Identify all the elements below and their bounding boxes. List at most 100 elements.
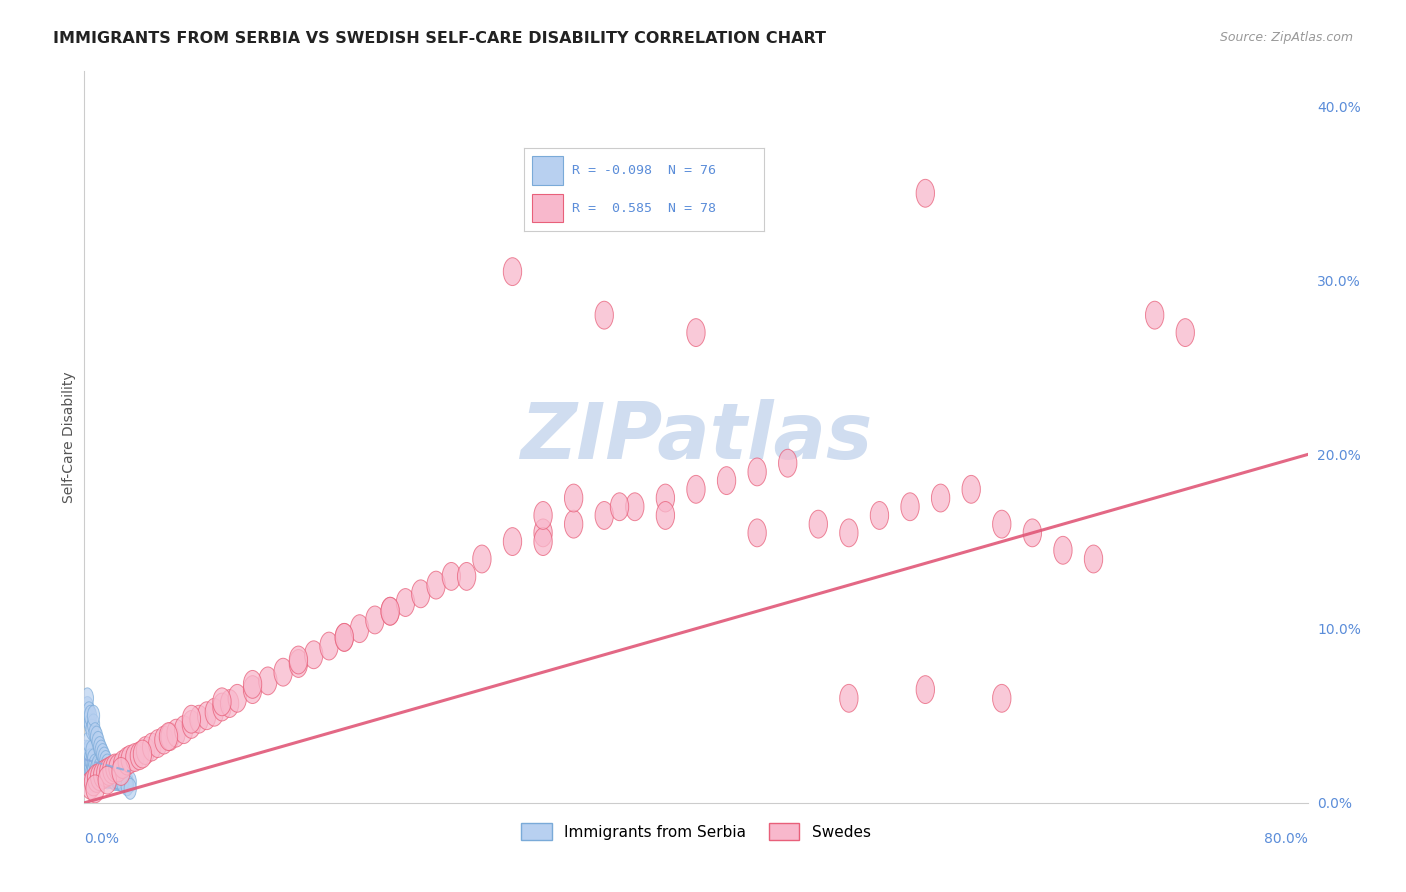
Ellipse shape	[779, 450, 797, 477]
Ellipse shape	[84, 768, 103, 796]
Ellipse shape	[96, 766, 107, 787]
Ellipse shape	[101, 768, 114, 789]
Ellipse shape	[657, 484, 675, 512]
Ellipse shape	[86, 719, 98, 740]
Ellipse shape	[205, 698, 224, 726]
Ellipse shape	[190, 706, 208, 733]
Ellipse shape	[1175, 318, 1195, 346]
Ellipse shape	[149, 730, 167, 757]
Text: IMMIGRANTS FROM SERBIA VS SWEDISH SELF-CARE DISABILITY CORRELATION CHART: IMMIGRANTS FROM SERBIA VS SWEDISH SELF-C…	[53, 31, 827, 46]
Ellipse shape	[82, 697, 94, 717]
Ellipse shape	[97, 744, 108, 764]
Ellipse shape	[412, 580, 430, 607]
Ellipse shape	[105, 754, 124, 782]
Text: 80.0%: 80.0%	[1264, 832, 1308, 846]
Ellipse shape	[1053, 536, 1073, 565]
Ellipse shape	[114, 750, 132, 779]
Ellipse shape	[115, 770, 127, 790]
Ellipse shape	[94, 737, 105, 757]
Ellipse shape	[91, 731, 104, 752]
Ellipse shape	[335, 624, 353, 651]
Ellipse shape	[83, 740, 96, 761]
Ellipse shape	[112, 757, 131, 785]
Ellipse shape	[121, 746, 139, 773]
Ellipse shape	[503, 258, 522, 285]
Ellipse shape	[917, 179, 935, 207]
Ellipse shape	[91, 754, 104, 775]
Ellipse shape	[103, 756, 121, 784]
Ellipse shape	[89, 754, 101, 775]
Ellipse shape	[142, 733, 160, 761]
Ellipse shape	[134, 740, 152, 768]
Bar	[531, 156, 562, 185]
Ellipse shape	[89, 766, 101, 787]
Bar	[531, 194, 562, 222]
Ellipse shape	[108, 764, 121, 785]
Ellipse shape	[396, 589, 415, 616]
Ellipse shape	[228, 684, 246, 712]
Ellipse shape	[94, 766, 105, 787]
Ellipse shape	[80, 757, 91, 779]
Ellipse shape	[366, 606, 384, 634]
Ellipse shape	[100, 750, 112, 772]
Ellipse shape	[503, 528, 522, 556]
Ellipse shape	[87, 766, 100, 787]
Ellipse shape	[121, 772, 134, 792]
Ellipse shape	[105, 761, 118, 782]
Ellipse shape	[114, 770, 125, 790]
Y-axis label: Self-Care Disability: Self-Care Disability	[62, 371, 76, 503]
Ellipse shape	[84, 748, 97, 770]
Ellipse shape	[118, 747, 136, 775]
Ellipse shape	[82, 688, 94, 709]
Text: 0.0%: 0.0%	[84, 832, 120, 846]
Text: R = -0.098  N = 76: R = -0.098 N = 76	[572, 164, 717, 177]
Ellipse shape	[107, 768, 120, 789]
Ellipse shape	[86, 772, 98, 792]
Ellipse shape	[120, 772, 132, 792]
Ellipse shape	[335, 624, 353, 651]
Ellipse shape	[117, 772, 129, 792]
Ellipse shape	[118, 772, 131, 792]
Ellipse shape	[381, 598, 399, 625]
Ellipse shape	[305, 640, 323, 669]
Ellipse shape	[103, 766, 115, 787]
Ellipse shape	[290, 646, 308, 674]
Ellipse shape	[100, 766, 112, 787]
Ellipse shape	[748, 519, 766, 547]
Ellipse shape	[962, 475, 980, 503]
Ellipse shape	[686, 475, 706, 503]
Ellipse shape	[319, 632, 339, 660]
Ellipse shape	[1024, 519, 1042, 547]
Ellipse shape	[136, 737, 155, 764]
Ellipse shape	[82, 754, 94, 775]
Ellipse shape	[84, 766, 97, 787]
Legend: Immigrants from Serbia, Swedes: Immigrants from Serbia, Swedes	[515, 816, 877, 847]
Ellipse shape	[686, 318, 706, 346]
Ellipse shape	[748, 458, 766, 486]
Text: Source: ZipAtlas.com: Source: ZipAtlas.com	[1219, 31, 1353, 45]
Ellipse shape	[534, 501, 553, 529]
Ellipse shape	[84, 714, 97, 735]
Ellipse shape	[717, 467, 735, 494]
Ellipse shape	[534, 528, 553, 556]
Ellipse shape	[221, 690, 239, 717]
Ellipse shape	[457, 563, 475, 591]
Ellipse shape	[870, 501, 889, 529]
Ellipse shape	[83, 731, 96, 752]
Ellipse shape	[108, 754, 127, 782]
Ellipse shape	[87, 764, 105, 792]
Ellipse shape	[626, 492, 644, 521]
Ellipse shape	[89, 723, 101, 744]
Ellipse shape	[259, 667, 277, 695]
Text: ZIPatlas: ZIPatlas	[520, 399, 872, 475]
Ellipse shape	[183, 706, 201, 733]
Ellipse shape	[97, 766, 108, 787]
Ellipse shape	[839, 684, 858, 712]
Ellipse shape	[101, 754, 114, 775]
Ellipse shape	[86, 775, 104, 803]
Ellipse shape	[86, 761, 98, 782]
Ellipse shape	[131, 742, 149, 770]
Ellipse shape	[83, 750, 96, 772]
Ellipse shape	[112, 770, 124, 790]
Ellipse shape	[197, 702, 217, 730]
